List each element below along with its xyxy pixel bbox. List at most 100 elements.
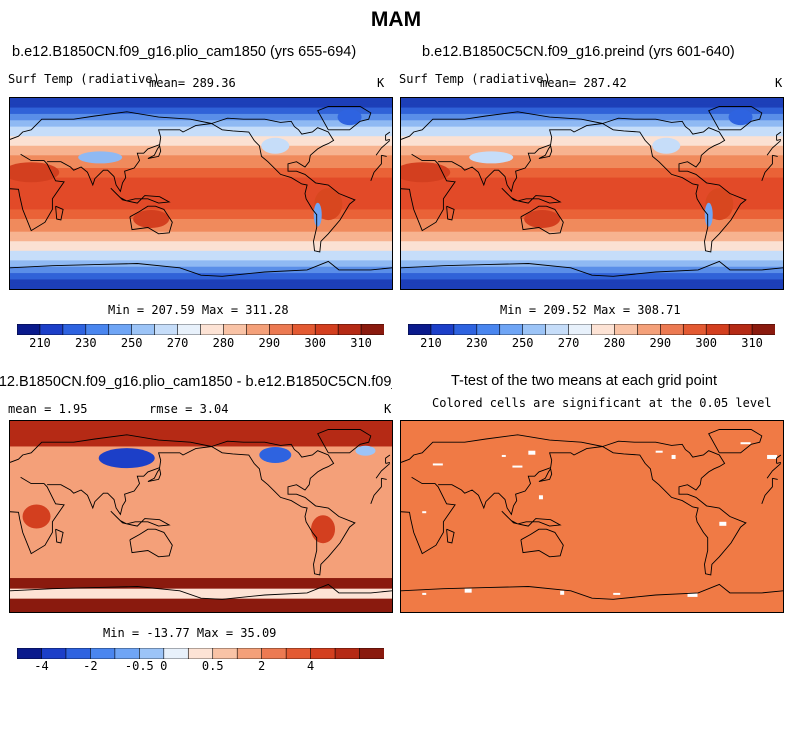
significant-region [401,421,783,612]
temperature-band [10,152,392,156]
temperature-band [401,285,783,289]
panel1-units: K [377,76,385,90]
panel2-heatmap [401,98,783,289]
temperature-band [10,263,392,268]
temperature-band [10,171,392,175]
sahara-warm-patch [10,162,60,183]
temperature-band [401,257,783,261]
temperature-band [10,158,392,163]
temperature-band [401,190,783,194]
temperature-band [10,126,392,131]
panel2-stats: Min = 209.52 Max = 308.71 [500,303,681,317]
temperature-band [401,110,783,115]
temperature-band [10,238,392,242]
rockies-cold-patch [652,137,681,154]
temperature-band [10,187,392,191]
colorbar-tick-label: 270 [557,336,580,350]
temperature-band [401,212,783,217]
temperature-band [10,174,392,179]
colorbar-tick-label: -2 [83,659,98,673]
temperature-band [401,203,783,207]
tibet-cold-patch [78,151,123,164]
not-significant-cell [719,521,727,526]
not-significant-cell [422,592,427,595]
temperature-band [401,183,783,188]
colorbar-tick-label: 4 [306,659,315,673]
temperature-band [401,269,783,274]
temperature-band [401,209,783,214]
temperature-band [401,196,783,201]
temperature-band [401,101,783,105]
temperature-band [10,190,392,194]
temperature-band [401,126,783,131]
colorbar-tick-label: 300 [304,336,327,350]
temperature-band [401,215,783,220]
temperature-band [401,129,783,134]
panel3-heatmap [10,421,392,612]
temperature-band [401,244,783,249]
panel3-title: b.e12.B1850CN.f09_g16.plio_cam1850 - b.e… [0,374,392,390]
temperature-band [10,193,392,198]
not-significant-cell [422,511,427,514]
colorbar-tick-label: 290 [258,336,281,350]
temperature-band [10,206,392,210]
colorbar-tick-label: 280 [603,336,626,350]
andes-cold-patch [704,202,713,227]
temperature-band [401,148,783,153]
temperature-band [10,196,392,201]
temperature-band [401,276,783,280]
temperature-band [10,199,392,204]
temperature-band [401,225,783,230]
amazon-warm-anomaly [311,515,336,544]
temperature-band [401,238,783,242]
colorbar-tick-label: -4 [34,659,49,673]
temperature-band [401,120,783,124]
tibet-cold-patch [469,151,514,164]
andes-cold-patch [313,202,322,227]
panel3-rmse: rmse = 3.04 [149,402,229,416]
panel1-heatmap [10,98,392,289]
temperature-band [10,253,392,258]
panel1-stats: Min = 207.59 Max = 311.28 [108,303,289,317]
temperature-band [401,98,783,102]
not-significant-cell [613,592,621,595]
temperature-band [10,155,392,159]
not-significant-cell [528,450,536,455]
not-significant-cell [560,590,565,595]
panel2-map [400,97,784,290]
colorbar-tick-label: 250 [511,336,534,350]
sahara-warm-patch [401,162,451,183]
temperature-band [401,104,783,109]
atlantic-cool-anomaly [355,445,376,456]
africa-warm-anomaly [22,504,51,529]
panel4-map [400,420,784,613]
panel3-map [9,420,393,613]
temperature-band [401,174,783,179]
colorbar-tick-label: 270 [166,336,189,350]
temperature-band [10,231,392,236]
temperature-band [10,148,392,153]
colorbar-tick-label: 210 [420,336,442,350]
colorbar-tick-label: 230 [465,336,488,350]
temperature-band [401,231,783,236]
temperature-band [401,228,783,233]
sea-ice-edge-band [10,588,392,599]
panel4-subtitle: Colored cells are significant at the 0.0… [432,396,772,410]
panel1-variable: Surf Temp (radiative) [8,72,160,86]
temperature-band [10,247,392,252]
temperature-band [10,282,392,287]
temperature-band [401,260,783,265]
temperature-band [10,120,392,124]
temperature-band [10,234,392,239]
colorbar-tick-label: 310 [741,336,763,350]
panel1-title: b.e12.B1850CN.f09_g16.plio_cam1850 (yrs … [12,44,357,60]
rockies-cold-patch [261,137,290,154]
panel3-units: K [384,402,392,416]
temperature-band [10,276,392,280]
panel2-units: K [775,76,783,90]
colorbar-tick-label: 250 [120,336,143,350]
temperature-band [401,168,783,172]
temperature-band [401,250,783,255]
panel3-colorbar-ticks: -4 -2 -0.5 0 0.5 2 4 [17,657,384,673]
temperature-band [401,199,783,204]
